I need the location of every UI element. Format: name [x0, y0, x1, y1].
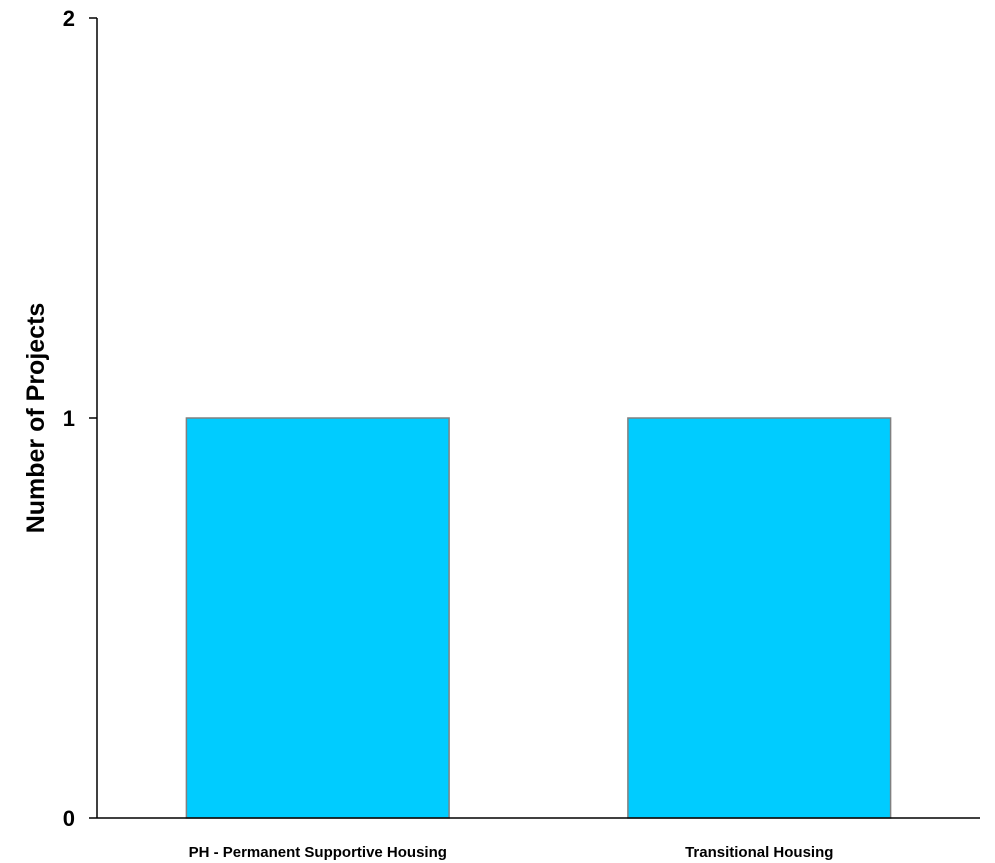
y-tick-label: 0	[63, 806, 75, 831]
y-ticks-group: 0 1 2	[63, 6, 97, 831]
y-tick-label: 2	[63, 6, 75, 31]
bars-group	[185, 417, 892, 819]
x-category-label: PH - Permanent Supportive Housing	[189, 844, 447, 861]
x-labels-group: PH - Permanent Supportive Housing Transit…	[189, 844, 834, 861]
x-category-label: Transitional Housing	[685, 844, 833, 861]
y-tick-label: 1	[63, 406, 75, 431]
y-axis-title: Number of Projects	[22, 303, 50, 534]
bar-0	[185, 417, 450, 819]
bar-1	[627, 417, 892, 819]
